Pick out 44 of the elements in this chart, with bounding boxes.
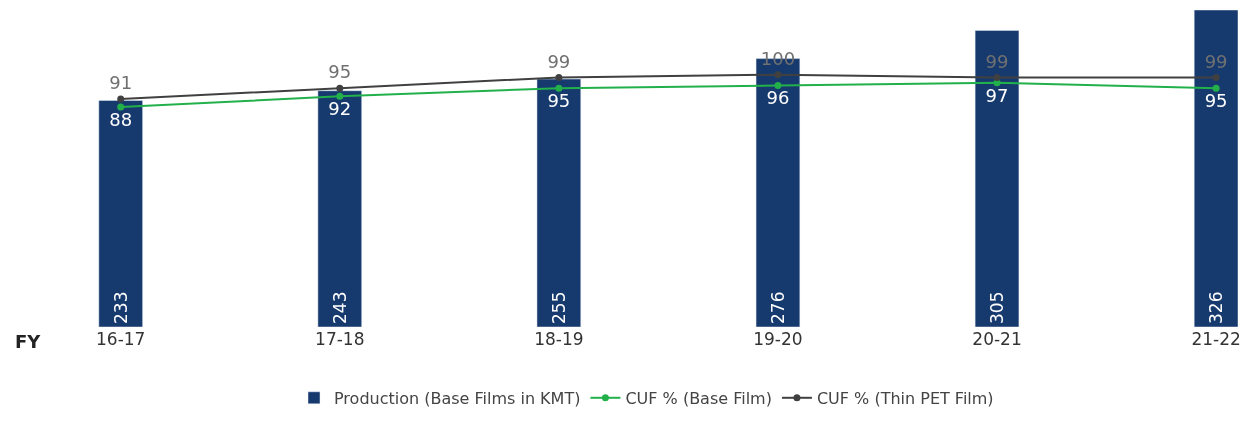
data-label: 233 [110,291,131,324]
text: FY [15,331,42,352]
legend-label: CUF % (Thin PET Film) [816,389,994,409]
data-label: 99 [547,50,571,72]
data-label: 99 [985,50,1009,72]
data-label: 326 [1206,291,1227,324]
point [1212,84,1220,92]
point [555,73,563,81]
point [117,103,125,111]
bar [98,100,143,327]
data-label: 99 [1204,50,1228,72]
data-label: 96 [766,87,790,109]
point [774,81,782,89]
data-label: 243 [329,291,350,324]
data-label: 88 [109,108,133,130]
point [774,71,782,79]
x-tick-label: 18-19 [534,329,584,349]
bar [1193,10,1238,327]
point [117,95,125,103]
data-label: 95 [328,61,352,83]
data-label: 97 [985,84,1009,106]
bar [536,78,582,327]
data-label: 95 [1204,90,1228,112]
x-tick-label: 21-22 [1191,329,1241,349]
data-label: 91 [109,72,133,94]
bar [974,30,1020,327]
data-label: 92 [328,98,352,120]
x-tick-label: 17-18 [315,329,365,349]
legend-label: CUF % (Base Film) [625,389,772,409]
point [555,84,563,92]
point [336,84,344,92]
x-tick-label: 19-20 [753,329,803,349]
data-label: 100 [760,47,796,69]
point [993,73,1001,81]
legend-label: Production (Base Films in KMT) [334,389,581,409]
data-label: 305 [987,291,1008,324]
point [1212,73,1220,81]
point [336,92,344,100]
x-tick-label: 16-17 [96,329,146,349]
x-tick-label: 20-21 [972,329,1022,349]
data-label: 255 [548,291,569,324]
bar [317,90,362,327]
data-label: 276 [767,291,788,324]
data-label: 95 [547,90,571,112]
